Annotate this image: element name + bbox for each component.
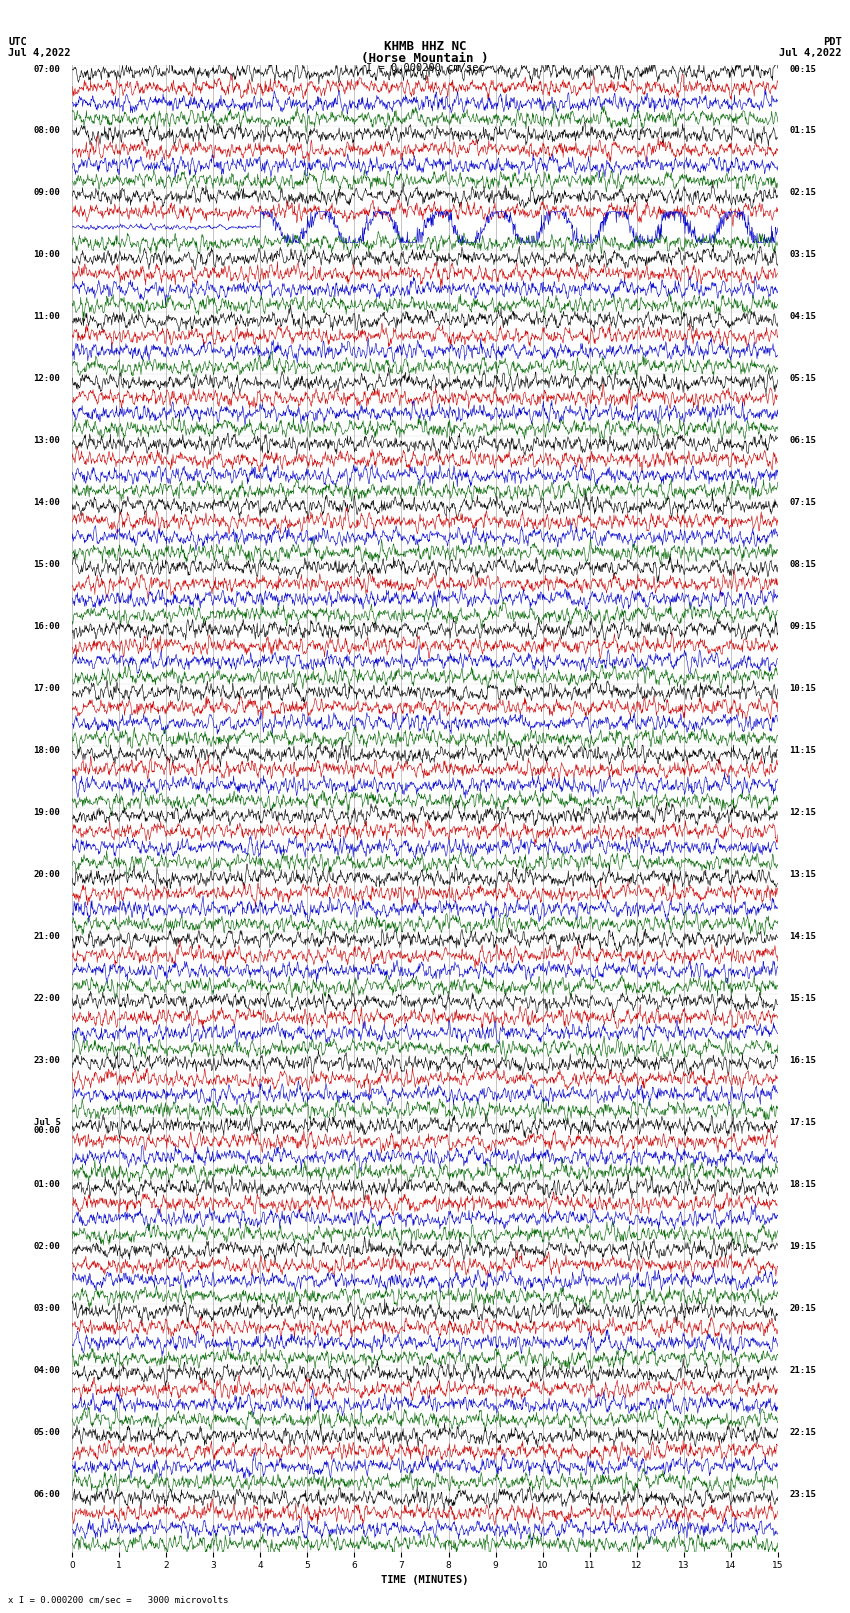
Text: 00:15: 00:15 <box>790 65 816 74</box>
Text: 06:15: 06:15 <box>790 436 816 445</box>
Text: 14:15: 14:15 <box>790 932 816 940</box>
Text: Jul 4,2022: Jul 4,2022 <box>8 48 71 58</box>
Text: 04:00: 04:00 <box>34 1366 60 1374</box>
Text: UTC: UTC <box>8 37 27 47</box>
Text: 11:15: 11:15 <box>790 747 816 755</box>
Text: 08:00: 08:00 <box>34 126 60 135</box>
Text: 03:15: 03:15 <box>790 250 816 260</box>
Text: 02:15: 02:15 <box>790 189 816 197</box>
Text: 04:15: 04:15 <box>790 313 816 321</box>
Text: 17:00: 17:00 <box>34 684 60 694</box>
Text: 08:15: 08:15 <box>790 560 816 569</box>
Text: 22:00: 22:00 <box>34 994 60 1003</box>
Text: Jul 5
00:00: Jul 5 00:00 <box>34 1118 60 1136</box>
Text: 17:15: 17:15 <box>790 1118 816 1127</box>
Text: 10:15: 10:15 <box>790 684 816 694</box>
Text: 07:00: 07:00 <box>34 65 60 74</box>
X-axis label: TIME (MINUTES): TIME (MINUTES) <box>382 1574 468 1584</box>
Text: 20:15: 20:15 <box>790 1303 816 1313</box>
Text: 21:15: 21:15 <box>790 1366 816 1374</box>
Text: 14:00: 14:00 <box>34 498 60 506</box>
Text: x I = 0.000200 cm/sec =   3000 microvolts: x I = 0.000200 cm/sec = 3000 microvolts <box>8 1595 229 1605</box>
Text: 22:15: 22:15 <box>790 1428 816 1437</box>
Text: 01:15: 01:15 <box>790 126 816 135</box>
Text: (Horse Mountain ): (Horse Mountain ) <box>361 52 489 65</box>
Text: 13:00: 13:00 <box>34 436 60 445</box>
Text: 06:00: 06:00 <box>34 1490 60 1498</box>
Text: 11:00: 11:00 <box>34 313 60 321</box>
Text: 07:15: 07:15 <box>790 498 816 506</box>
Text: I = 0.000200 cm/sec: I = 0.000200 cm/sec <box>366 63 484 73</box>
Text: 20:00: 20:00 <box>34 869 60 879</box>
Text: 18:00: 18:00 <box>34 747 60 755</box>
Text: 09:15: 09:15 <box>790 623 816 631</box>
Text: 13:15: 13:15 <box>790 869 816 879</box>
Text: 01:00: 01:00 <box>34 1181 60 1189</box>
Text: 19:00: 19:00 <box>34 808 60 818</box>
Text: 18:15: 18:15 <box>790 1181 816 1189</box>
Text: 21:00: 21:00 <box>34 932 60 940</box>
Text: 23:15: 23:15 <box>790 1490 816 1498</box>
Text: 15:00: 15:00 <box>34 560 60 569</box>
Text: KHMB HHZ NC: KHMB HHZ NC <box>383 40 467 53</box>
Text: 05:00: 05:00 <box>34 1428 60 1437</box>
Text: 10:00: 10:00 <box>34 250 60 260</box>
Text: 19:15: 19:15 <box>790 1242 816 1250</box>
Text: 16:00: 16:00 <box>34 623 60 631</box>
Text: 09:00: 09:00 <box>34 189 60 197</box>
Text: 12:15: 12:15 <box>790 808 816 818</box>
Text: 03:00: 03:00 <box>34 1303 60 1313</box>
Text: 12:00: 12:00 <box>34 374 60 384</box>
Text: 16:15: 16:15 <box>790 1057 816 1065</box>
Text: PDT: PDT <box>823 37 842 47</box>
Text: 23:00: 23:00 <box>34 1057 60 1065</box>
Text: 15:15: 15:15 <box>790 994 816 1003</box>
Text: 02:00: 02:00 <box>34 1242 60 1250</box>
Text: Jul 4,2022: Jul 4,2022 <box>779 48 842 58</box>
Text: 05:15: 05:15 <box>790 374 816 384</box>
